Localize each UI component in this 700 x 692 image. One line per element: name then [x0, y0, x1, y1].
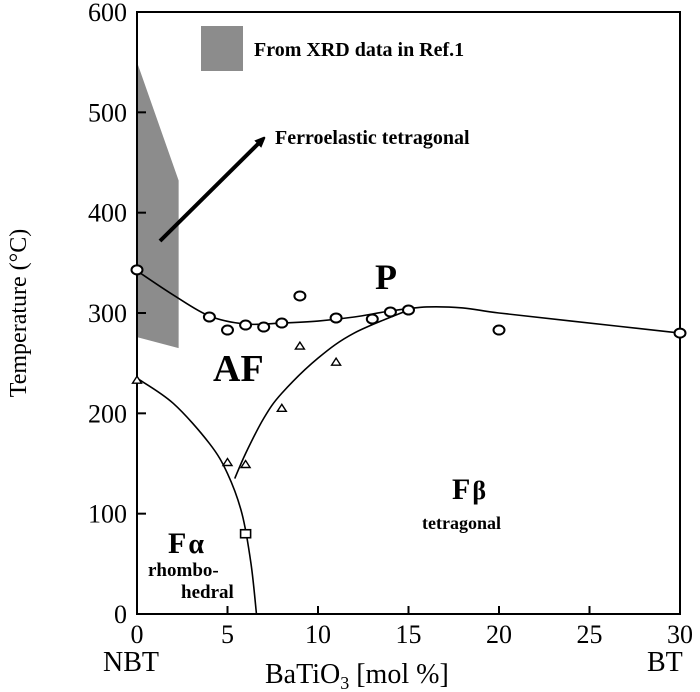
- triangle-marker: [294, 340, 306, 350]
- phase-desc-falpha-1: rhombo-: [148, 560, 219, 581]
- x-tick-label: 30: [667, 620, 693, 649]
- y-tick-label: 500: [88, 98, 127, 127]
- circle-marker: [492, 324, 506, 336]
- phase-label-fbeta: Fβ: [452, 473, 486, 506]
- xrd-shaded-region: [137, 62, 179, 349]
- x-axis-ticks: 0 5 10 15 20 25 30: [131, 606, 693, 649]
- x-tick-label: 10: [305, 620, 331, 649]
- phase-label-p: P: [375, 257, 397, 297]
- circle-marker: [293, 290, 307, 302]
- phase-label-af: AF: [213, 348, 264, 390]
- circle-marker: [383, 306, 397, 318]
- phase-label-falpha: Fα: [168, 527, 204, 560]
- circle-marker: [673, 327, 687, 339]
- arrow-annotation: Ferroelastic tetragonal: [275, 127, 470, 149]
- y-tick-label: 300: [88, 299, 127, 328]
- triangle-marker: [131, 374, 143, 384]
- triangle-marker: [221, 457, 234, 467]
- y-tick-label: 200: [88, 399, 127, 428]
- circle-marker: [257, 321, 271, 333]
- x-axis-label: BaTiO3 [mol %]: [265, 659, 449, 692]
- triangle-marker: [330, 356, 342, 366]
- legend-swatch: [201, 26, 243, 71]
- x-tick-label: 5: [221, 620, 234, 649]
- phase-desc-falpha-2: hedral: [181, 582, 234, 603]
- circle-marker: [365, 313, 379, 325]
- y-tick-label: 600: [88, 0, 127, 27]
- x-tick-label: 15: [396, 620, 422, 649]
- boundary-curve: [136, 270, 681, 334]
- circle-marker: [239, 319, 253, 331]
- x-tick-label: 25: [577, 620, 603, 649]
- y-tick-label: 100: [88, 500, 127, 529]
- y-tick-label: 0: [114, 600, 127, 629]
- triangle-marker: [276, 403, 288, 413]
- ferroelastic-arrow: [158, 140, 262, 243]
- y-axis-label: Temperature (°C): [6, 229, 32, 398]
- boundary-curve: [136, 377, 258, 615]
- legend-text: From XRD data in Ref.1: [254, 39, 464, 61]
- y-axis-ticks: 0 100 200 300 400 500 600: [88, 0, 146, 629]
- circle-marker: [402, 304, 415, 316]
- square-marker: [239, 528, 252, 539]
- circle-marker: [329, 312, 343, 324]
- circle-marker: [130, 264, 144, 276]
- boundary-curve: [234, 309, 409, 479]
- x-tick-label: 0: [131, 620, 144, 649]
- phase-desc-fbeta: tetragonal: [422, 513, 501, 533]
- data-markers: [130, 264, 687, 539]
- y-tick-label: 400: [88, 199, 127, 228]
- circle-marker: [275, 317, 289, 329]
- circle-marker: [202, 311, 216, 323]
- x-end-label-left: NBT: [103, 647, 159, 678]
- triangle-marker: [239, 459, 252, 469]
- x-tick-label: 20: [486, 620, 512, 649]
- x-end-label-right: BT: [647, 647, 683, 678]
- circle-marker: [221, 324, 234, 336]
